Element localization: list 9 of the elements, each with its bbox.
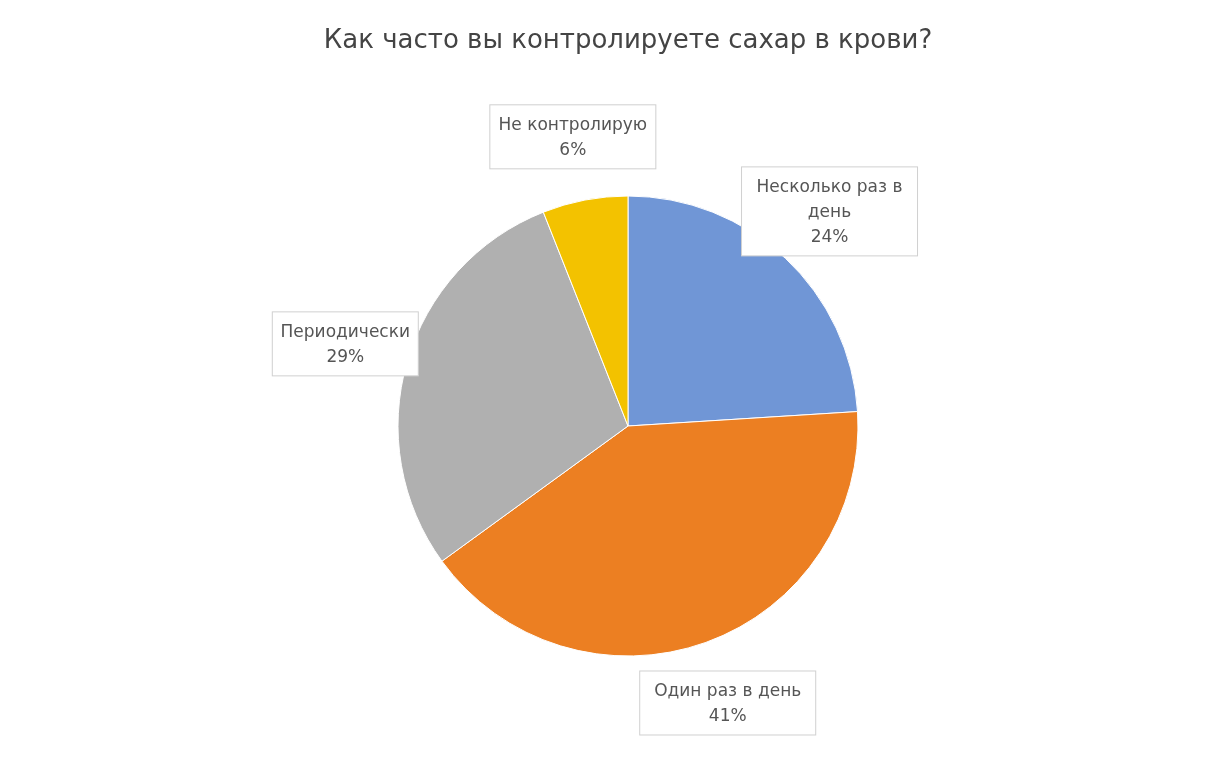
data-label: 41% bbox=[708, 705, 747, 725]
chart-title: Как часто вы контролируете сахар в крови? bbox=[323, 24, 933, 54]
data-label: 6% bbox=[559, 138, 587, 159]
slice-label: Периодически bbox=[280, 320, 411, 341]
data-label: 29% bbox=[326, 345, 365, 366]
slice-label: Не контролирую bbox=[498, 113, 648, 134]
data-label: 24% bbox=[810, 225, 849, 246]
slice-label: Несколько раз в день bbox=[756, 175, 903, 221]
slice-label: Один раз в день bbox=[654, 680, 802, 700]
